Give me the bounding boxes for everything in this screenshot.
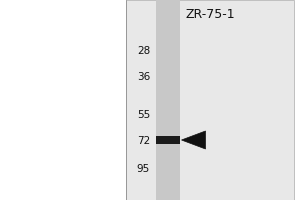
- Text: 28: 28: [137, 46, 150, 56]
- Bar: [156, 136, 180, 144]
- Text: 55: 55: [137, 110, 150, 120]
- Text: 72: 72: [137, 136, 150, 146]
- Polygon shape: [182, 131, 206, 149]
- Bar: [156, 0, 180, 200]
- Text: 95: 95: [137, 164, 150, 174]
- Text: ZR-75-1: ZR-75-1: [185, 8, 235, 21]
- Bar: [126, 0, 294, 200]
- Text: 36: 36: [137, 72, 150, 82]
